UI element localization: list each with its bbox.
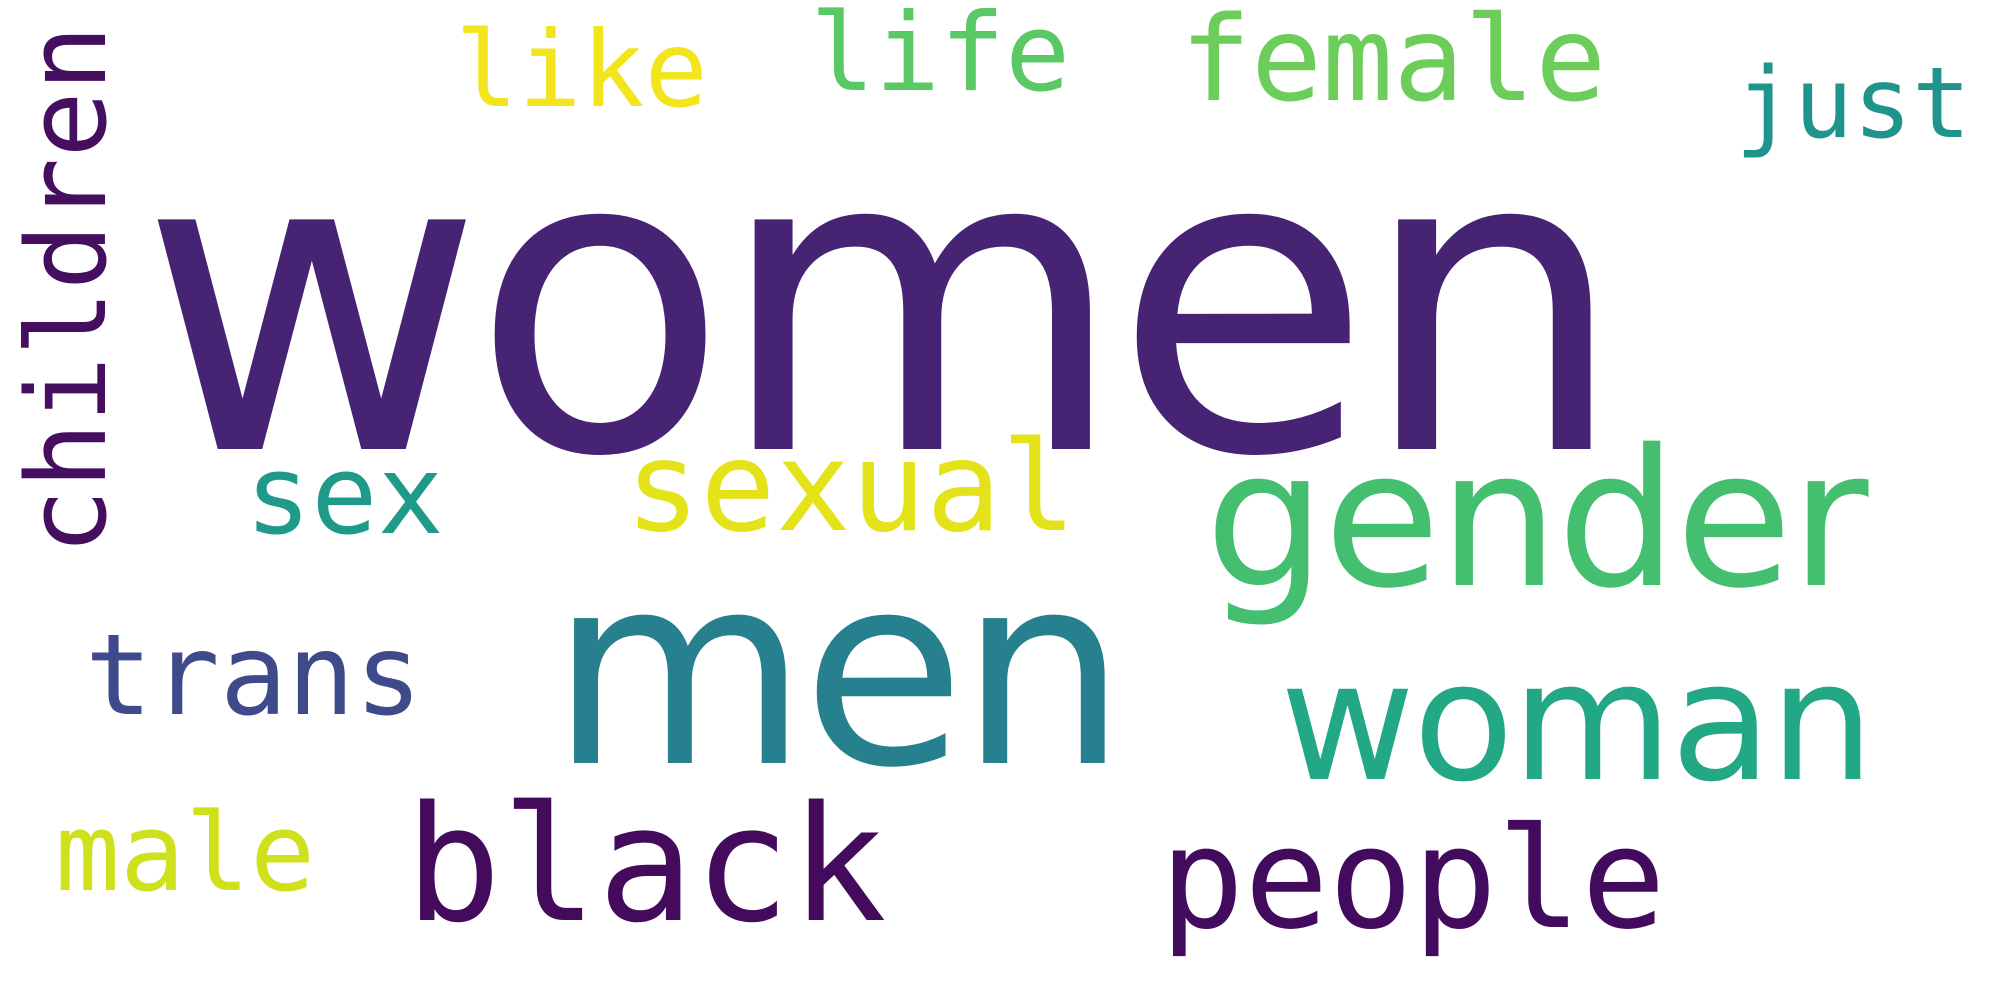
word-male: male — [55, 791, 316, 916]
word-female: female — [1180, 0, 1607, 128]
word-women: women — [140, 60, 1626, 549]
word-gender: gender — [1205, 409, 1869, 630]
word-people: people — [1160, 798, 1666, 961]
word-life: life — [810, 0, 1071, 116]
word-black: black — [405, 771, 887, 958]
word-woman: woman — [1280, 626, 1874, 818]
word-men: men — [550, 518, 1127, 826]
word-sex: sex — [245, 431, 444, 559]
word-like: like — [455, 9, 708, 131]
word-just: just — [1735, 47, 1972, 161]
word-children: children — [3, 25, 131, 555]
word-sexual: sexual — [625, 415, 1077, 560]
word-trans: trans — [85, 611, 423, 741]
